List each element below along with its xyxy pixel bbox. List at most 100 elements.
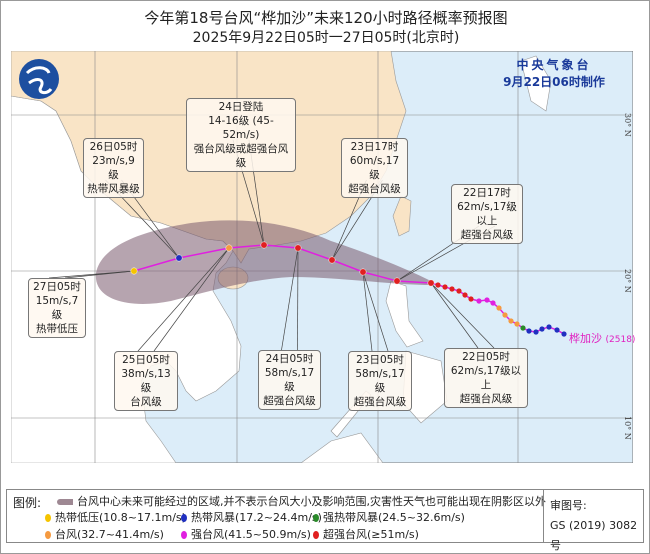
observed-point — [514, 321, 520, 327]
forecast-label-line: 超强台风级 — [353, 396, 407, 408]
observed-point — [554, 327, 560, 333]
forecast-point[interactable] — [427, 279, 435, 287]
probability-cone — [95, 220, 431, 304]
forecast-label-line: 60m/s,17级 — [349, 155, 400, 181]
observed-point — [520, 325, 526, 331]
forecast-track-points — [130, 241, 435, 287]
leader-line — [153, 247, 230, 352]
intensity-dot-icon — [45, 514, 51, 522]
forecast-label-line: 23日17时 — [350, 141, 399, 153]
typhoon-name-label: 桦加沙 (2518) — [569, 330, 635, 346]
intensity-dot-icon — [313, 531, 319, 539]
intensity-dot-icon — [181, 514, 187, 522]
legend-item-label: 强台风(41.5~50.9m/s) — [191, 528, 311, 541]
observed-point — [490, 300, 496, 306]
legend-item: 热带风暴(17.2~24.4m/s) — [181, 509, 322, 525]
legend-item: 强热带风暴(24.5~32.6m/s) — [313, 509, 465, 525]
intensity-dot-icon — [45, 531, 51, 539]
forecast-label-line: 27日05时 — [33, 281, 81, 293]
japan-kyushu — [520, 55, 552, 112]
approval-number: GS (2019) 3082号 — [550, 519, 638, 552]
forecast-label-box: 23日05时 58m/s,17级超强台风级 — [348, 351, 412, 411]
luzon-island — [385, 280, 424, 348]
forecast-label-line: 23m/s,9级 — [92, 155, 135, 181]
forecast-label-line: 58m/s,17级 — [264, 367, 315, 393]
forecast-label-line: 25日05时 — [122, 354, 170, 366]
forecast-label-box: 27日05时 15m/s,7级热带低压 — [28, 278, 86, 338]
cma-logo — [19, 59, 59, 99]
forecast-point[interactable] — [393, 277, 401, 285]
observed-point — [539, 326, 545, 332]
observed-point — [561, 331, 567, 337]
observed-point — [484, 297, 490, 303]
forecast-label-box: 22日17时 62m/s,17级以上超强台风级 — [451, 184, 523, 244]
intensity-dot-icon — [313, 514, 319, 522]
observed-point — [476, 298, 482, 304]
forecast-label-line: 58m/s,17级 — [355, 368, 405, 394]
map-subtitle: 2025年9月22日05时一27日05时(北京时) — [192, 30, 460, 46]
forecast-label-line: 15m/s,7级 — [35, 295, 79, 321]
forecast-label-box: 22日05时 62m/s,17级以上 超强台风级 — [444, 348, 528, 408]
legend-item: 热带低压(10.8~17.1m/s) — [45, 509, 186, 525]
leader-line — [362, 271, 373, 352]
forecast-label-line: 62m/s,17级以上 — [450, 365, 522, 391]
leader-line — [297, 247, 299, 351]
leader-line — [362, 271, 389, 352]
forecast-label-line: 22日17时 — [463, 187, 511, 199]
legend-item-label: 超强台风(≥51m/s) — [323, 528, 419, 541]
observed-point — [449, 286, 455, 292]
observed-point — [502, 312, 508, 318]
agency-made-time: 9月22日06时制作 — [503, 75, 605, 89]
agency-name: 中央气象台 — [516, 58, 592, 72]
forecast-point[interactable] — [130, 267, 138, 275]
forecast-point[interactable] — [225, 244, 233, 252]
observed-point — [442, 284, 448, 290]
legend-item-label: 热带风暴(17.2~24.4m/s) — [191, 511, 322, 524]
forecast-label-line: 26日05时 — [89, 141, 138, 153]
forecast-label-line: 24日登陆 — [218, 101, 264, 113]
forecast-point[interactable] — [175, 254, 183, 262]
borneo — [300, 432, 384, 463]
forecast-label-line: 23日05时 — [356, 354, 404, 366]
forecast-label-line: 强台风级或超强台风级 — [193, 143, 289, 169]
intensity-dot-icon — [181, 531, 187, 539]
legend-item-label: 强热带风暴(24.5~32.6m/s) — [323, 511, 465, 524]
agency-block: 中央气象台 9月22日06时制作 — [499, 57, 609, 91]
legend-item-label: 热带低压(10.8~17.1m/s) — [55, 511, 186, 524]
legend-cone-text: 台风中心未来可能经过的区域,并不表示台风大小及影响范围,灾害性天气也可能出现在阴… — [77, 495, 546, 508]
forecast-label-box: 25日05时 38m/s,13级 台风级 — [114, 351, 178, 411]
forecast-point[interactable] — [260, 241, 268, 249]
forecast-label-line: 热带风暴级 — [87, 183, 140, 195]
legend-head: 图例: — [13, 496, 42, 510]
approval-number-block: 审图号: GS (2019) 3082号 — [543, 490, 643, 552]
forecast-label-line: 24日05时 — [265, 353, 314, 365]
lat-label: 30° N — [623, 113, 632, 137]
typhoon-code: (2518) — [605, 335, 636, 345]
forecast-label-box: 26日05时 23m/s,9级热带风暴级 — [83, 138, 144, 198]
forecast-label-line: 62m/s,17级以上 — [457, 201, 517, 227]
map-title: 今年第18号台风“桦加沙”未来120小时路径概率预报图 — [144, 9, 508, 27]
legend-cone-item: 台风中心未来可能经过的区域,并不表示台风大小及影响范围,灾害性天气也可能出现在阴… — [57, 493, 546, 509]
forecast-label-line: 超强台风级 — [460, 229, 514, 241]
observed-point — [496, 305, 502, 311]
map-canvas: 100° E110° E120° E130° E30° N20° N10° N — [11, 51, 633, 463]
approval-label: 审图号: — [550, 499, 587, 512]
forecast-label-line: 超强台风级 — [263, 395, 316, 407]
leader-line — [64, 270, 135, 279]
forecast-point[interactable] — [294, 244, 302, 252]
label-leader-lines — [48, 139, 496, 352]
forecast-label-box: 23日17时 60m/s,17级 超强台风级 — [341, 138, 408, 198]
legend-item: 台风(32.7~41.4m/s) — [45, 526, 164, 542]
forecast-label-box: 24日05时 58m/s,17级超强台风级 — [258, 350, 321, 410]
forecast-label-line: 38m/s,13级 — [121, 368, 171, 394]
lat-label: 20° N — [623, 269, 632, 293]
forecast-point[interactable] — [359, 268, 367, 276]
taiwan-island — [392, 195, 412, 237]
forecast-point[interactable] — [328, 256, 336, 264]
forecast-label-line: 热带低压 — [36, 323, 78, 335]
observed-point — [462, 292, 468, 298]
legend-item: 超强台风(≥51m/s) — [313, 526, 419, 542]
legend-item: 强台风(41.5~50.9m/s) — [181, 526, 311, 542]
leader-line — [137, 247, 230, 352]
